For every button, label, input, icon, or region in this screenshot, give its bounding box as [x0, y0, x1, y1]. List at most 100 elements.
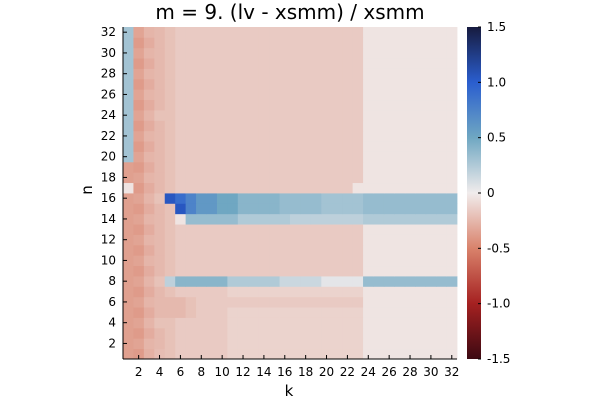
heatmap-cell: [185, 37, 197, 49]
heatmap-cell: [216, 265, 228, 277]
heatmap-cell: [206, 234, 218, 246]
heatmap-cell: [269, 327, 280, 339]
heatmap-cell: [154, 68, 166, 80]
y-tick-label: 12: [101, 233, 116, 247]
heatmap-cell: [143, 296, 155, 308]
heatmap-cell: [446, 317, 458, 329]
heatmap-cell: [425, 78, 437, 90]
heatmap-cell: [321, 37, 333, 49]
heatmap-cell: [175, 89, 187, 101]
heatmap-cell: [300, 27, 312, 38]
heatmap-cell: [248, 255, 260, 267]
heatmap-cell: [216, 99, 228, 111]
heatmap-cell: [237, 317, 249, 329]
heatmap-cell: [404, 78, 416, 90]
heatmap-cell: [175, 130, 187, 142]
heatmap-cell: [237, 89, 249, 101]
heatmap-cell: [436, 182, 447, 194]
heatmap-cell: [342, 317, 354, 329]
heatmap-cell: [143, 286, 155, 298]
heatmap-cell: [300, 141, 312, 152]
heatmap-cell: [394, 172, 406, 184]
heatmap-cell: [415, 78, 427, 90]
heatmap-cell: [425, 244, 437, 256]
heatmap-cell: [383, 286, 395, 298]
heatmap-cell: [436, 307, 447, 318]
heatmap-cell: [206, 244, 218, 256]
heatmap-cell: [143, 89, 155, 101]
heatmap-cell: [436, 172, 447, 184]
heatmap-cell: [321, 224, 333, 235]
colorbar: -1.5 -1.0 -0.5 0 0.5 1.0 1.5: [467, 20, 510, 366]
heatmap-cell: [321, 161, 333, 173]
heatmap-cell: [373, 120, 385, 132]
heatmap-cell: [206, 286, 218, 298]
heatmap-cell: [446, 27, 458, 38]
heatmap-cell: [248, 203, 260, 215]
heatmap-cell: [363, 58, 374, 69]
heatmap-cell: [394, 182, 406, 194]
heatmap-cell: [342, 255, 354, 267]
heatmap-cell: [290, 213, 301, 225]
heatmap-cell: [300, 89, 312, 101]
heatmap-cell: [352, 161, 364, 173]
heatmap-cell: [248, 307, 260, 318]
heatmap-cell: [143, 255, 155, 267]
heatmap-cell: [446, 172, 458, 184]
heatmap-cell: [258, 327, 270, 339]
heatmap-cell: [310, 348, 322, 360]
heatmap-cell: [436, 130, 447, 142]
y-tick-label: 24: [101, 108, 116, 122]
heatmap-cell: [206, 68, 218, 80]
heatmap-cell: [196, 317, 207, 329]
heatmap-cell: [321, 89, 333, 101]
heatmap-cell: [342, 244, 354, 256]
heatmap-cell: [394, 307, 406, 318]
heatmap-cell: [342, 68, 354, 80]
heatmap-cell: [175, 203, 187, 215]
heatmap-cell: [133, 99, 145, 111]
heatmap-cell: [331, 151, 343, 163]
heatmap-cell: [415, 110, 427, 121]
heatmap-cell: [331, 68, 343, 80]
heatmap-cell: [383, 47, 395, 59]
heatmap-cell: [269, 151, 280, 163]
heatmap-cell: [175, 99, 187, 111]
heatmap-cell: [425, 224, 437, 235]
heatmap-cell: [123, 317, 134, 329]
heatmap-cell: [237, 47, 249, 59]
heatmap-cell: [237, 307, 249, 318]
heatmap-cell: [373, 286, 385, 298]
heatmap-cell: [164, 327, 176, 339]
heatmap-cell: [196, 203, 207, 215]
heatmap-cell: [373, 172, 385, 184]
heatmap-cell: [446, 348, 458, 360]
heatmap-cell: [394, 141, 406, 152]
heatmap-cell: [425, 276, 437, 287]
heatmap-cell: [415, 58, 427, 69]
heatmap-cell: [415, 89, 427, 101]
heatmap-cell: [404, 307, 416, 318]
heatmap-cell: [248, 47, 260, 59]
heatmap-cell: [321, 58, 333, 69]
heatmap-cell: [415, 317, 427, 329]
heatmap-cell: [404, 193, 416, 204]
heatmap-cell: [143, 193, 155, 204]
heatmap-cell: [363, 286, 374, 298]
colorbar-tick-label: 0.5: [487, 131, 506, 145]
heatmap-cell: [321, 265, 333, 277]
heatmap-cell: [310, 338, 322, 350]
heatmap-cell: [237, 348, 249, 360]
heatmap-cell: [363, 213, 374, 225]
heatmap-cell: [258, 37, 270, 49]
x-tick-label: 6: [177, 365, 185, 379]
heatmap-cell: [415, 327, 427, 339]
heatmap-cell: [290, 27, 301, 38]
heatmap-cell: [310, 47, 322, 59]
heatmap-cell: [154, 120, 166, 132]
heatmap-cell: [237, 151, 249, 163]
heatmap-cell: [123, 193, 134, 204]
heatmap-cell: [331, 234, 343, 246]
heatmap-cell: [154, 265, 166, 277]
heatmap-cell: [310, 99, 322, 111]
